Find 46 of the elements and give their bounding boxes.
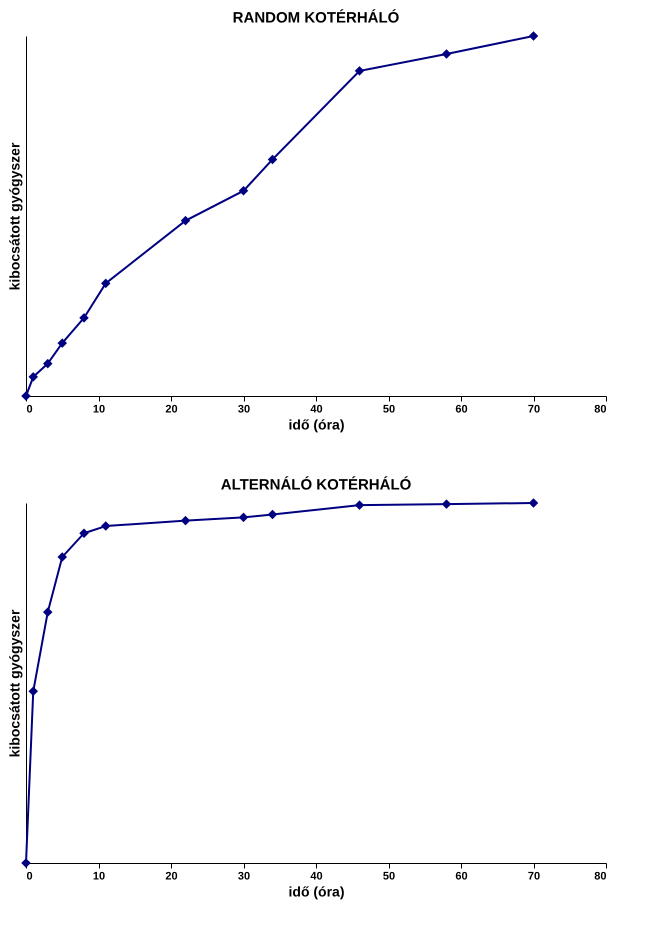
x-tick-label: 30	[238, 404, 250, 416]
point	[79, 313, 89, 323]
point	[238, 186, 248, 196]
point	[28, 372, 38, 382]
point	[268, 154, 278, 164]
x-tick-label: 70	[528, 404, 540, 416]
x-tick-label: 10	[92, 404, 106, 416]
point	[58, 338, 67, 348]
point	[442, 499, 452, 509]
x-tick-label: 10	[92, 870, 106, 882]
point	[442, 49, 452, 59]
x-tick-label: 20	[165, 404, 178, 416]
x-tick-label: 40	[310, 404, 323, 416]
point	[528, 498, 538, 508]
y-axis-title: kibocsátott gyógyszer	[6, 609, 22, 758]
x-axis-title: idő (óra)	[288, 416, 344, 432]
point	[101, 278, 110, 288]
x-tick-label: 0	[26, 404, 33, 416]
point	[528, 31, 538, 41]
y-axis-title: kibocsátott gyógyszer	[6, 142, 22, 290]
x-tick-label: 40	[310, 870, 323, 882]
x-tick-label: 30	[238, 870, 250, 882]
x-tick-label: 70	[528, 870, 540, 882]
point	[180, 216, 190, 226]
x-tick-label: 50	[382, 870, 396, 882]
point	[101, 521, 110, 531]
point	[58, 552, 67, 562]
x-tick-label: 80	[594, 404, 606, 416]
point	[79, 528, 89, 538]
x-tick-label: 20	[165, 870, 178, 882]
chart-title: RANDOM KOTÉRHÁLÓ	[232, 8, 400, 26]
point	[354, 500, 364, 510]
x-tick-label: 50	[382, 404, 396, 416]
point	[28, 686, 38, 696]
point	[238, 512, 248, 522]
x-tick-label: 60	[455, 404, 468, 416]
x-axis-title: idő (óra)	[288, 884, 344, 900]
chart-title: ALTERNÁLÓ KOTÉRHÁLÓ	[220, 475, 412, 494]
x-tick-label: 80	[594, 870, 606, 882]
point	[268, 510, 278, 520]
point	[354, 66, 364, 76]
x-tick-label: 60	[455, 870, 468, 882]
x-tick-label: 0	[26, 870, 33, 882]
point	[43, 358, 52, 368]
point	[180, 516, 190, 526]
point	[43, 607, 52, 617]
